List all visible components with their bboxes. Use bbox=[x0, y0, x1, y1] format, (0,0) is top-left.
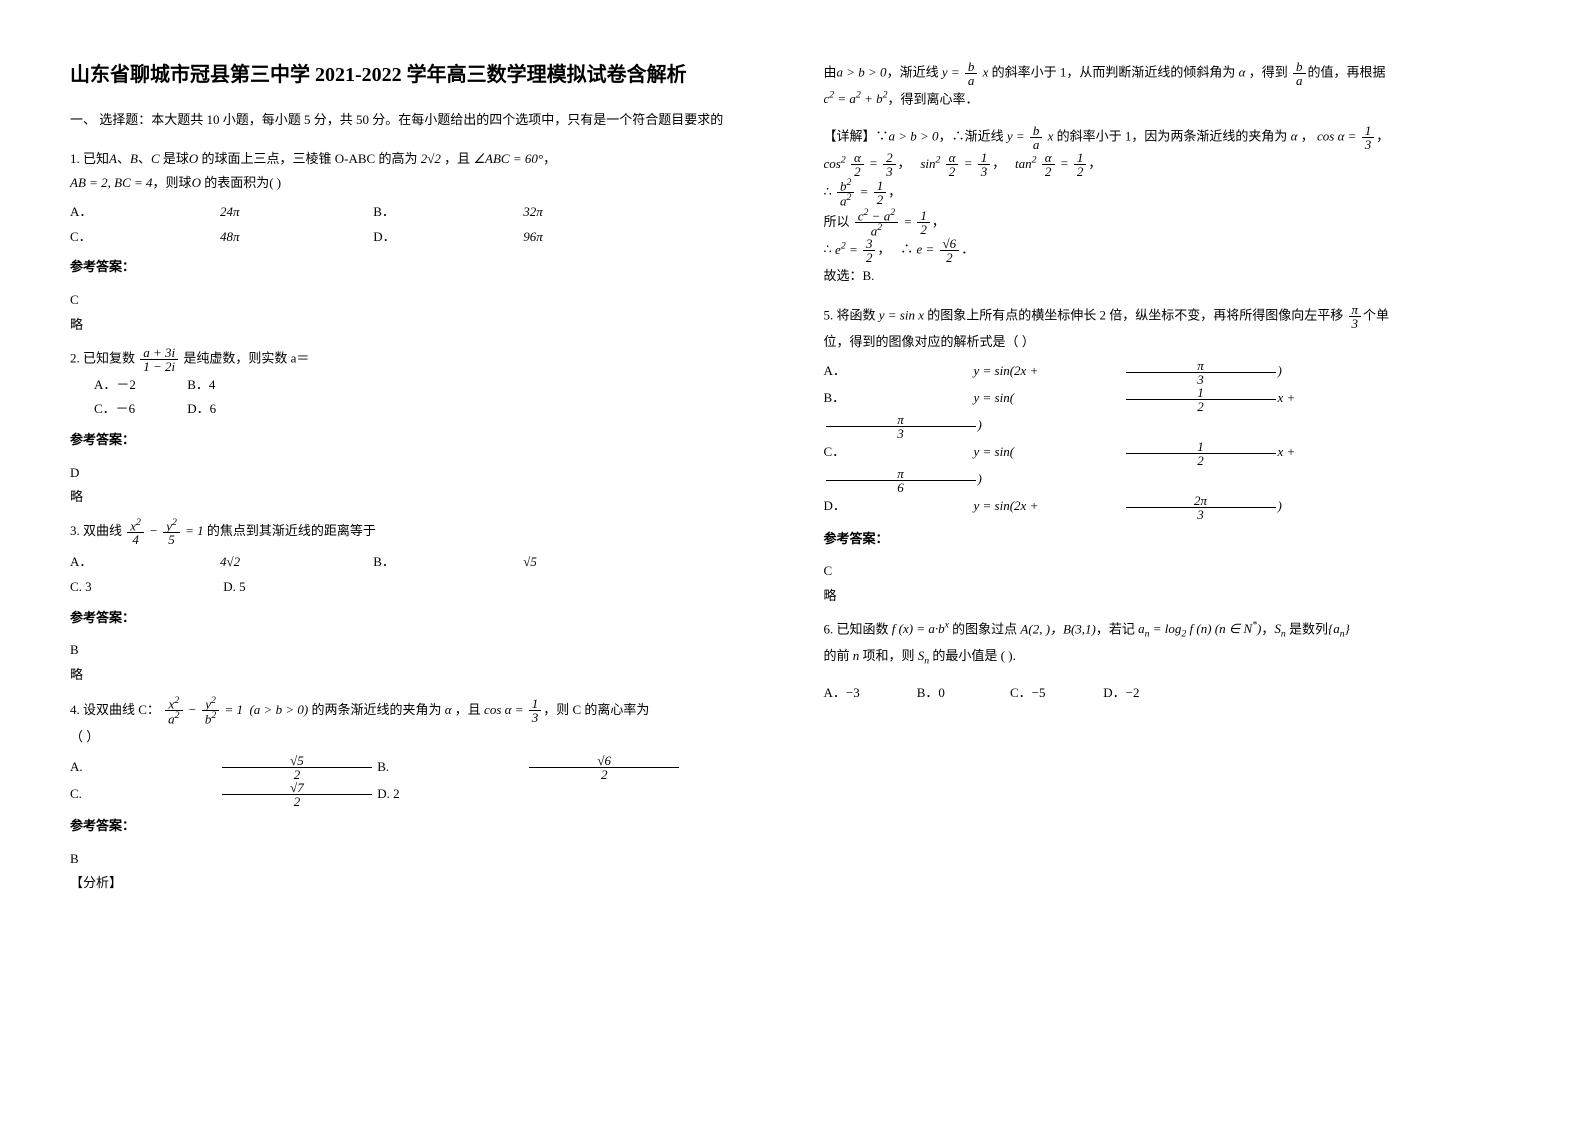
q5-optA: A．y = sin(2x + π3) bbox=[824, 359, 1428, 386]
q1-height: 2√2 bbox=[417, 151, 444, 166]
q5-stem: 5. 将函数 y = sin x 的图象上所有点的横坐标伸长 2 倍，纵坐标不变… bbox=[824, 303, 1518, 330]
q1-angle: ∠ABC = 60° bbox=[470, 151, 543, 166]
analysis-line1: 由a > b > 0，渐近线 y = ba x 的斜率小于 1，从而判断渐近线的… bbox=[824, 60, 1518, 87]
q5-ans-label: 参考答案： bbox=[824, 527, 1518, 552]
q4-alpha: α bbox=[441, 702, 454, 717]
q4-optD: D. 2 bbox=[377, 782, 437, 807]
left-column: 山东省聊城市冠县第三中学 2021-2022 学年高三数学理模拟试卷含解析 一、… bbox=[70, 60, 764, 1062]
question-5: 5. 将函数 y = sin x 的图象上所有点的横坐标伸长 2 倍，纵坐标不变… bbox=[824, 303, 1518, 609]
question-6: 6. 已知函数 f (x) = a·bx 的图象过点 A(2, )，B(3,1)… bbox=[824, 617, 1518, 706]
question-4: 4. 设双曲线 C： x2a2 − y2b2 = 1 (a > b > 0) 的… bbox=[70, 696, 764, 896]
q4-analysis-label: 【分析】 bbox=[70, 871, 764, 896]
q6-optC: C．−5 bbox=[1010, 681, 1100, 706]
q5-answer2: 略 bbox=[824, 584, 1518, 609]
q5-answer: C bbox=[824, 559, 1518, 584]
q6-optD: D．−2 bbox=[1103, 681, 1193, 706]
right-column: 由a > b > 0，渐近线 y = ba x 的斜率小于 1，从而判断渐近线的… bbox=[824, 60, 1518, 1062]
question-1: 1. 已知A、B、C 是球O 的球面上三点，三棱锥 O-ABC 的高为 2√2 … bbox=[70, 147, 764, 338]
q2-optD: D．6 bbox=[187, 401, 216, 416]
q5-optC: C．y = sin(12x + π6) bbox=[824, 440, 1518, 494]
q6-stem: 6. 已知函数 f (x) = a·bx 的图象过点 A(2, )，B(3,1)… bbox=[824, 617, 1518, 644]
q1-ans-label: 参考答案： bbox=[70, 255, 764, 280]
q1-after: 的球面上三点，三棱锥 O-ABC 的高为 bbox=[202, 151, 418, 166]
q4-frac2: y2b2 bbox=[202, 696, 219, 726]
q1-O: O bbox=[189, 151, 202, 166]
question-2: 2. 已知复数 a + 3i1 − 2i 是纯虚数，则实数 a＝ A．－2 B．… bbox=[70, 346, 764, 510]
q1-mid: 是球 bbox=[163, 151, 189, 166]
q2-stem: 2. 已知复数 a + 3i1 − 2i 是纯虚数，则实数 a＝ bbox=[70, 346, 764, 373]
e-line: ∴ e2 = 32， ∴ e = √62． bbox=[824, 237, 1518, 264]
q4-optA: A. √52 bbox=[70, 754, 374, 781]
analysis-line2: c2 = a2 + b2，得到离心率． bbox=[824, 87, 1518, 112]
q3-stem: 3. 双曲线 x24 − y25 = 1 的焦点到其渐近线的距离等于 bbox=[70, 518, 764, 546]
detail-line1: 【详解】∵a > b > 0，∴渐近线 y = ba x 的斜率小于 1，因为两… bbox=[824, 124, 1518, 151]
final-selection: 故选：B. bbox=[824, 264, 1518, 289]
q3-optC: C. 3 bbox=[70, 575, 220, 600]
q5-options: A．y = sin(2x + π3) B．y = sin(12x + π3) C… bbox=[824, 359, 1518, 521]
q2-opts-row1: A．－2 B．4 bbox=[94, 373, 764, 398]
q1-options: A．24π B．32π C．48π D．96π bbox=[70, 200, 764, 249]
q5-optB: B．y = sin(12x + π3) bbox=[824, 386, 1518, 440]
q3-ans-label: 参考答案： bbox=[70, 606, 764, 631]
trig-line: cos2 α2 = 23， sin2 α2 = 13， tan2 α2 = 12… bbox=[824, 151, 1518, 178]
q2-ans-label: 参考答案： bbox=[70, 428, 764, 453]
q1-sides: AB = 2, BC = 4 bbox=[70, 175, 153, 190]
q3-answer2: 略 bbox=[70, 663, 764, 688]
q3-optD: D. 5 bbox=[223, 575, 373, 600]
q2-optC: C．－6 bbox=[94, 397, 184, 422]
q1-optC: C．48π bbox=[70, 225, 370, 250]
q6-options: A．−3 B．0 C．−5 D．−2 bbox=[824, 681, 1518, 706]
q4-options: A. √52 B. √62 C. √72 D. 2 bbox=[70, 754, 764, 808]
q4-stem: 4. 设双曲线 C： x2a2 − y2b2 = 1 (a > b > 0) 的… bbox=[70, 696, 764, 726]
question-3: 3. 双曲线 x24 − y25 = 1 的焦点到其渐近线的距离等于 A．4√2… bbox=[70, 518, 764, 688]
q1-stem-line1: 1. 已知A、B、C 是球O 的球面上三点，三棱锥 O-ABC 的高为 2√2 … bbox=[70, 147, 764, 172]
q5-stem2: 位，得到的图像对应的解析式是（ ） bbox=[824, 330, 1518, 355]
q3-optB: B．√5 bbox=[373, 550, 673, 575]
q3-answer: B bbox=[70, 638, 764, 663]
q2-optA: A．－2 bbox=[94, 373, 184, 398]
q1-answer: C bbox=[70, 288, 764, 313]
q2-answer: D bbox=[70, 461, 764, 486]
q6-optA: A．−3 bbox=[824, 681, 914, 706]
q3-optA: A．4√2 bbox=[70, 550, 370, 575]
q6-stem2: 的前 n 项和，则 Sn 的最小值是 ( ). bbox=[824, 644, 1518, 671]
q5-optD: D．y = sin(2x + 2π3) bbox=[824, 494, 1428, 521]
q4-ans-label: 参考答案： bbox=[70, 814, 764, 839]
q4-frac1: x2a2 bbox=[165, 696, 182, 726]
q1-pre: 1. 已知 bbox=[70, 151, 109, 166]
q4-cos: cos α = bbox=[481, 702, 527, 717]
q4-optB: B. √62 bbox=[377, 754, 681, 781]
q1-end: ，且 bbox=[444, 151, 470, 166]
exam-title: 山东省聊城市冠县第三中学 2021-2022 学年高三数学理模拟试卷含解析 bbox=[70, 60, 764, 90]
q1-abc: A bbox=[109, 151, 117, 166]
q1-l2after: 的表面积为( ) bbox=[204, 175, 281, 190]
q2-opts-row2: C．－6 D．6 bbox=[94, 397, 764, 422]
q2-fraction: a + 3i1 − 2i bbox=[140, 346, 178, 373]
q1-answer2: 略 bbox=[70, 313, 764, 338]
q6-optB: B．0 bbox=[917, 681, 1007, 706]
q1-l2mid: ，则球 bbox=[153, 175, 192, 190]
q1-optB: B．32π bbox=[373, 200, 673, 225]
q3-frac2: y25 bbox=[163, 518, 180, 546]
section1-heading: 一、 选择题：本大题共 10 小题，每小题 5 分，共 50 分。在每小题给出的… bbox=[70, 108, 764, 133]
q4-answer: B bbox=[70, 847, 764, 872]
q4-optC: C. √72 bbox=[70, 781, 374, 808]
q1-stem-line2: AB = 2, BC = 4，则球O 的表面积为( ) bbox=[70, 171, 764, 196]
q2-answer2: 略 bbox=[70, 485, 764, 510]
q1-optA: A．24π bbox=[70, 200, 370, 225]
q3-options: A．4√2 B．√5 C. 3 D. 5 bbox=[70, 550, 764, 599]
q3-frac1: x24 bbox=[127, 518, 144, 546]
ba-line: ∴ b2a2 = 12， bbox=[824, 178, 1518, 208]
ca-line: 所以 c2 − a2a2 = 12， bbox=[824, 208, 1518, 238]
q4-stem-tail: （ ） bbox=[70, 725, 764, 750]
q2-optB: B．4 bbox=[187, 377, 215, 392]
q1-optD: D．96π bbox=[373, 225, 673, 250]
